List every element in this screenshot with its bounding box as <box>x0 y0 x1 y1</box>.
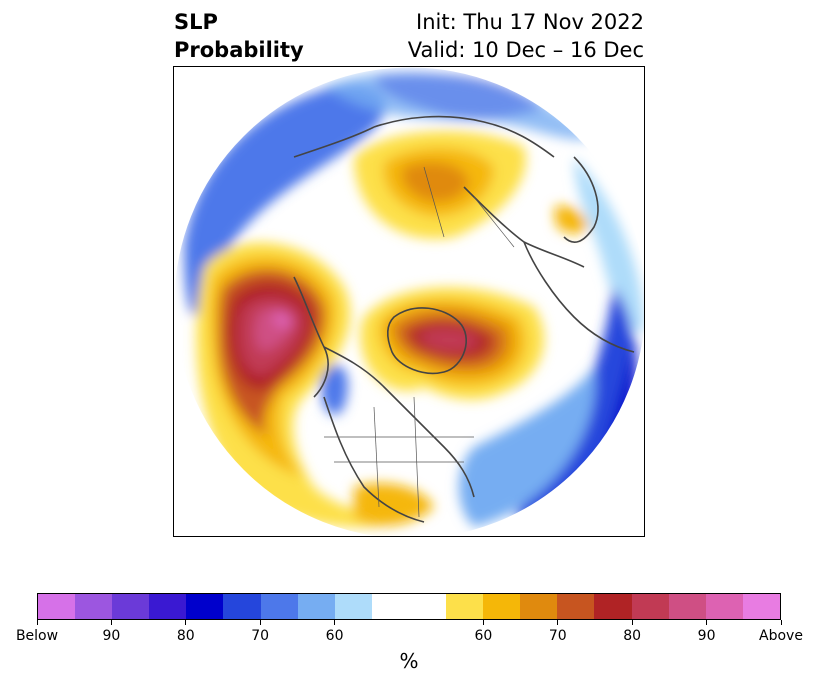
colorbar-segment <box>75 594 113 619</box>
colorbar-tick <box>631 620 633 625</box>
colorbar-segment <box>260 594 298 619</box>
colorbar-tick-label: Above <box>759 628 803 644</box>
colorbar-segment <box>557 594 595 619</box>
colorbar-tick <box>557 620 559 625</box>
colorbar <box>37 593 781 620</box>
colorbar-tick <box>706 620 708 625</box>
colorbar-segment <box>371 594 409 619</box>
map-panel <box>173 66 645 537</box>
colorbar-segment <box>408 594 447 619</box>
colorbar-segment <box>38 594 76 619</box>
colorbar-tick <box>780 620 782 625</box>
coastlines <box>293 115 635 523</box>
title-product: Probability <box>174 38 304 62</box>
colorbar-tick-label: 60 <box>474 628 493 644</box>
colorbar-segment <box>186 594 224 619</box>
colorbar-tick-label: 70 <box>548 628 567 644</box>
borders <box>324 166 515 518</box>
colorbar-tick <box>259 620 261 625</box>
colorbar-tick-label: 70 <box>251 628 270 644</box>
colorbar-segment <box>520 594 558 619</box>
colorbar-tick <box>36 620 38 625</box>
chart-title-left: SLP Probability <box>174 8 304 64</box>
colorbar-segment <box>149 594 187 619</box>
colorbar-tick-label: 90 <box>102 628 121 644</box>
colorbar-unit: % <box>399 649 419 673</box>
colorbar-tick-label: 90 <box>697 628 716 644</box>
polar-map <box>174 67 644 536</box>
colorbar-segment <box>223 594 261 619</box>
colorbar-segment <box>446 594 484 619</box>
title-variable: SLP <box>174 10 218 34</box>
colorbar-tick-label: 80 <box>623 628 642 644</box>
colorbar-segment <box>334 594 372 619</box>
colorbar-segment <box>705 594 743 619</box>
probability-field <box>174 67 644 536</box>
valid-range: Valid: 10 Dec – 16 Dec <box>407 38 644 62</box>
colorbar-segment <box>594 594 632 619</box>
colorbar-segment <box>742 594 780 619</box>
colorbar-tick-label: Below <box>15 628 59 644</box>
chart-title-right: Init: Thu 17 Nov 2022 Valid: 10 Dec – 16… <box>408 8 644 64</box>
colorbar-tick <box>482 620 484 625</box>
init-date: Init: Thu 17 Nov 2022 <box>416 10 644 34</box>
colorbar-tick <box>334 620 336 625</box>
colorbar-tick <box>110 620 112 625</box>
colorbar-tick-label: 60 <box>325 628 344 644</box>
colorbar-segment <box>631 594 669 619</box>
colorbar-tick <box>185 620 187 625</box>
colorbar-segment <box>668 594 706 619</box>
colorbar-tick-label: 80 <box>176 628 195 644</box>
colorbar-segment <box>483 594 521 619</box>
colorbar-segment <box>297 594 335 619</box>
colorbar-segment <box>112 594 150 619</box>
